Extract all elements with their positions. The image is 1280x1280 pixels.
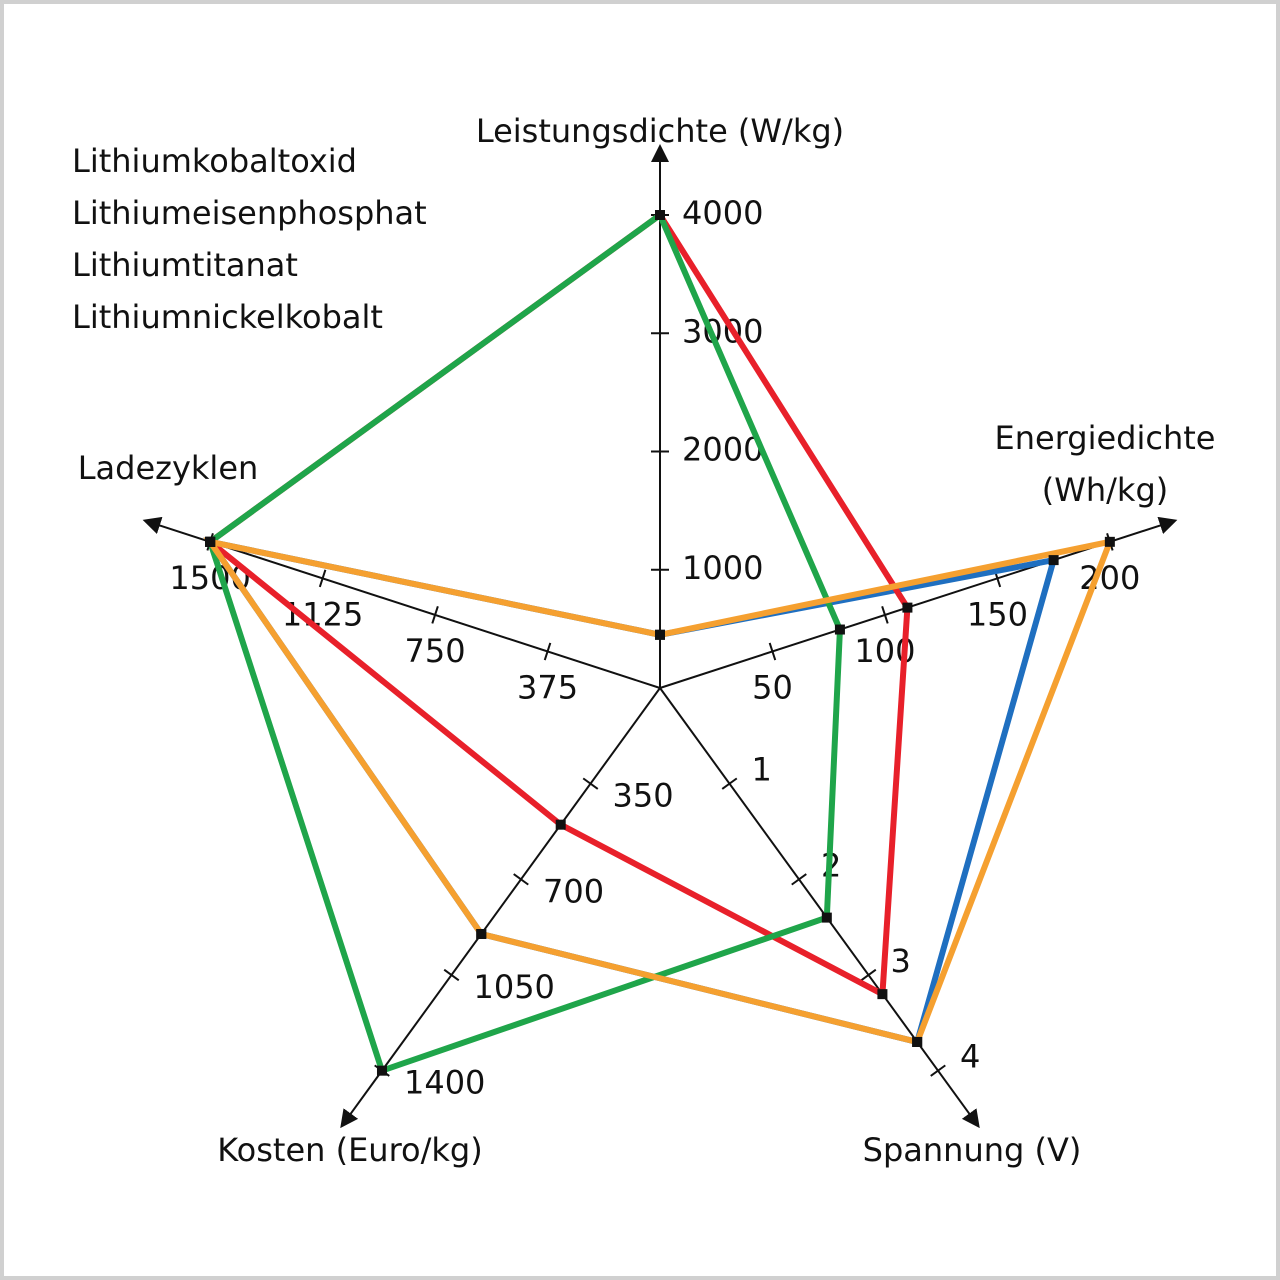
- point: [1048, 555, 1059, 566]
- tick-label: 350: [612, 777, 673, 815]
- point: [655, 629, 665, 640]
- series-line: [206, 210, 843, 1075]
- tick-mark: [930, 1064, 946, 1077]
- axis-label: Kosten (Euro/kg): [217, 1131, 482, 1169]
- tick-mark: [513, 873, 529, 886]
- tick-label: 4000: [682, 194, 763, 232]
- axis-line: [340, 687, 661, 1129]
- point: [877, 989, 888, 1000]
- tick-mark: [721, 777, 738, 790]
- point: [834, 624, 845, 635]
- series-line: [203, 537, 1115, 1046]
- legend-entry: Lithiumnickelkobalt: [72, 298, 383, 336]
- tick-label: 1000: [682, 549, 763, 587]
- tick-mark: [881, 606, 889, 624]
- point: [205, 536, 216, 547]
- legend-entry: Lithiumtitanat: [72, 246, 298, 284]
- tick-label: 700: [543, 872, 604, 910]
- point: [555, 819, 566, 830]
- tick-label: 150: [967, 595, 1028, 633]
- tick-label: 50: [752, 668, 793, 706]
- tick-mark: [431, 606, 439, 624]
- point: [912, 1036, 923, 1047]
- tick-label: 2000: [682, 431, 763, 469]
- axis-label: Ladezyklen: [78, 449, 259, 487]
- axis-label: Energiedichte: [995, 419, 1216, 457]
- axis-line: [659, 687, 980, 1129]
- tick-mark: [582, 777, 599, 790]
- tick-mark: [791, 873, 807, 886]
- tick-label: 375: [517, 668, 578, 706]
- tick-mark: [543, 642, 552, 661]
- tick-mark: [860, 968, 877, 982]
- legend-entry: Lithiumkobaltoxid: [72, 142, 357, 180]
- point: [476, 928, 487, 939]
- tick-label: 1400: [404, 1064, 485, 1102]
- point: [376, 1065, 387, 1076]
- tick-mark: [318, 569, 327, 588]
- tick-mark: [768, 642, 777, 661]
- tick-label: 3: [891, 942, 911, 980]
- axis-label: Spannung (V): [863, 1131, 1082, 1169]
- axis-label: (Wh/kg): [1042, 471, 1169, 509]
- tick-label: 750: [405, 632, 466, 670]
- point: [902, 602, 913, 613]
- tick-label: 1: [752, 751, 772, 789]
- tick-mark: [443, 968, 460, 982]
- tick-label: 1125: [282, 595, 363, 633]
- legend-entry: Lithiumeisenphosphat: [72, 194, 427, 232]
- tick-label: 4: [960, 1038, 980, 1076]
- point: [655, 210, 665, 220]
- point: [821, 912, 832, 923]
- tick-label: 1050: [473, 968, 554, 1006]
- point: [1104, 536, 1115, 547]
- axis-label: Leistungsdichte (W/kg): [476, 112, 844, 150]
